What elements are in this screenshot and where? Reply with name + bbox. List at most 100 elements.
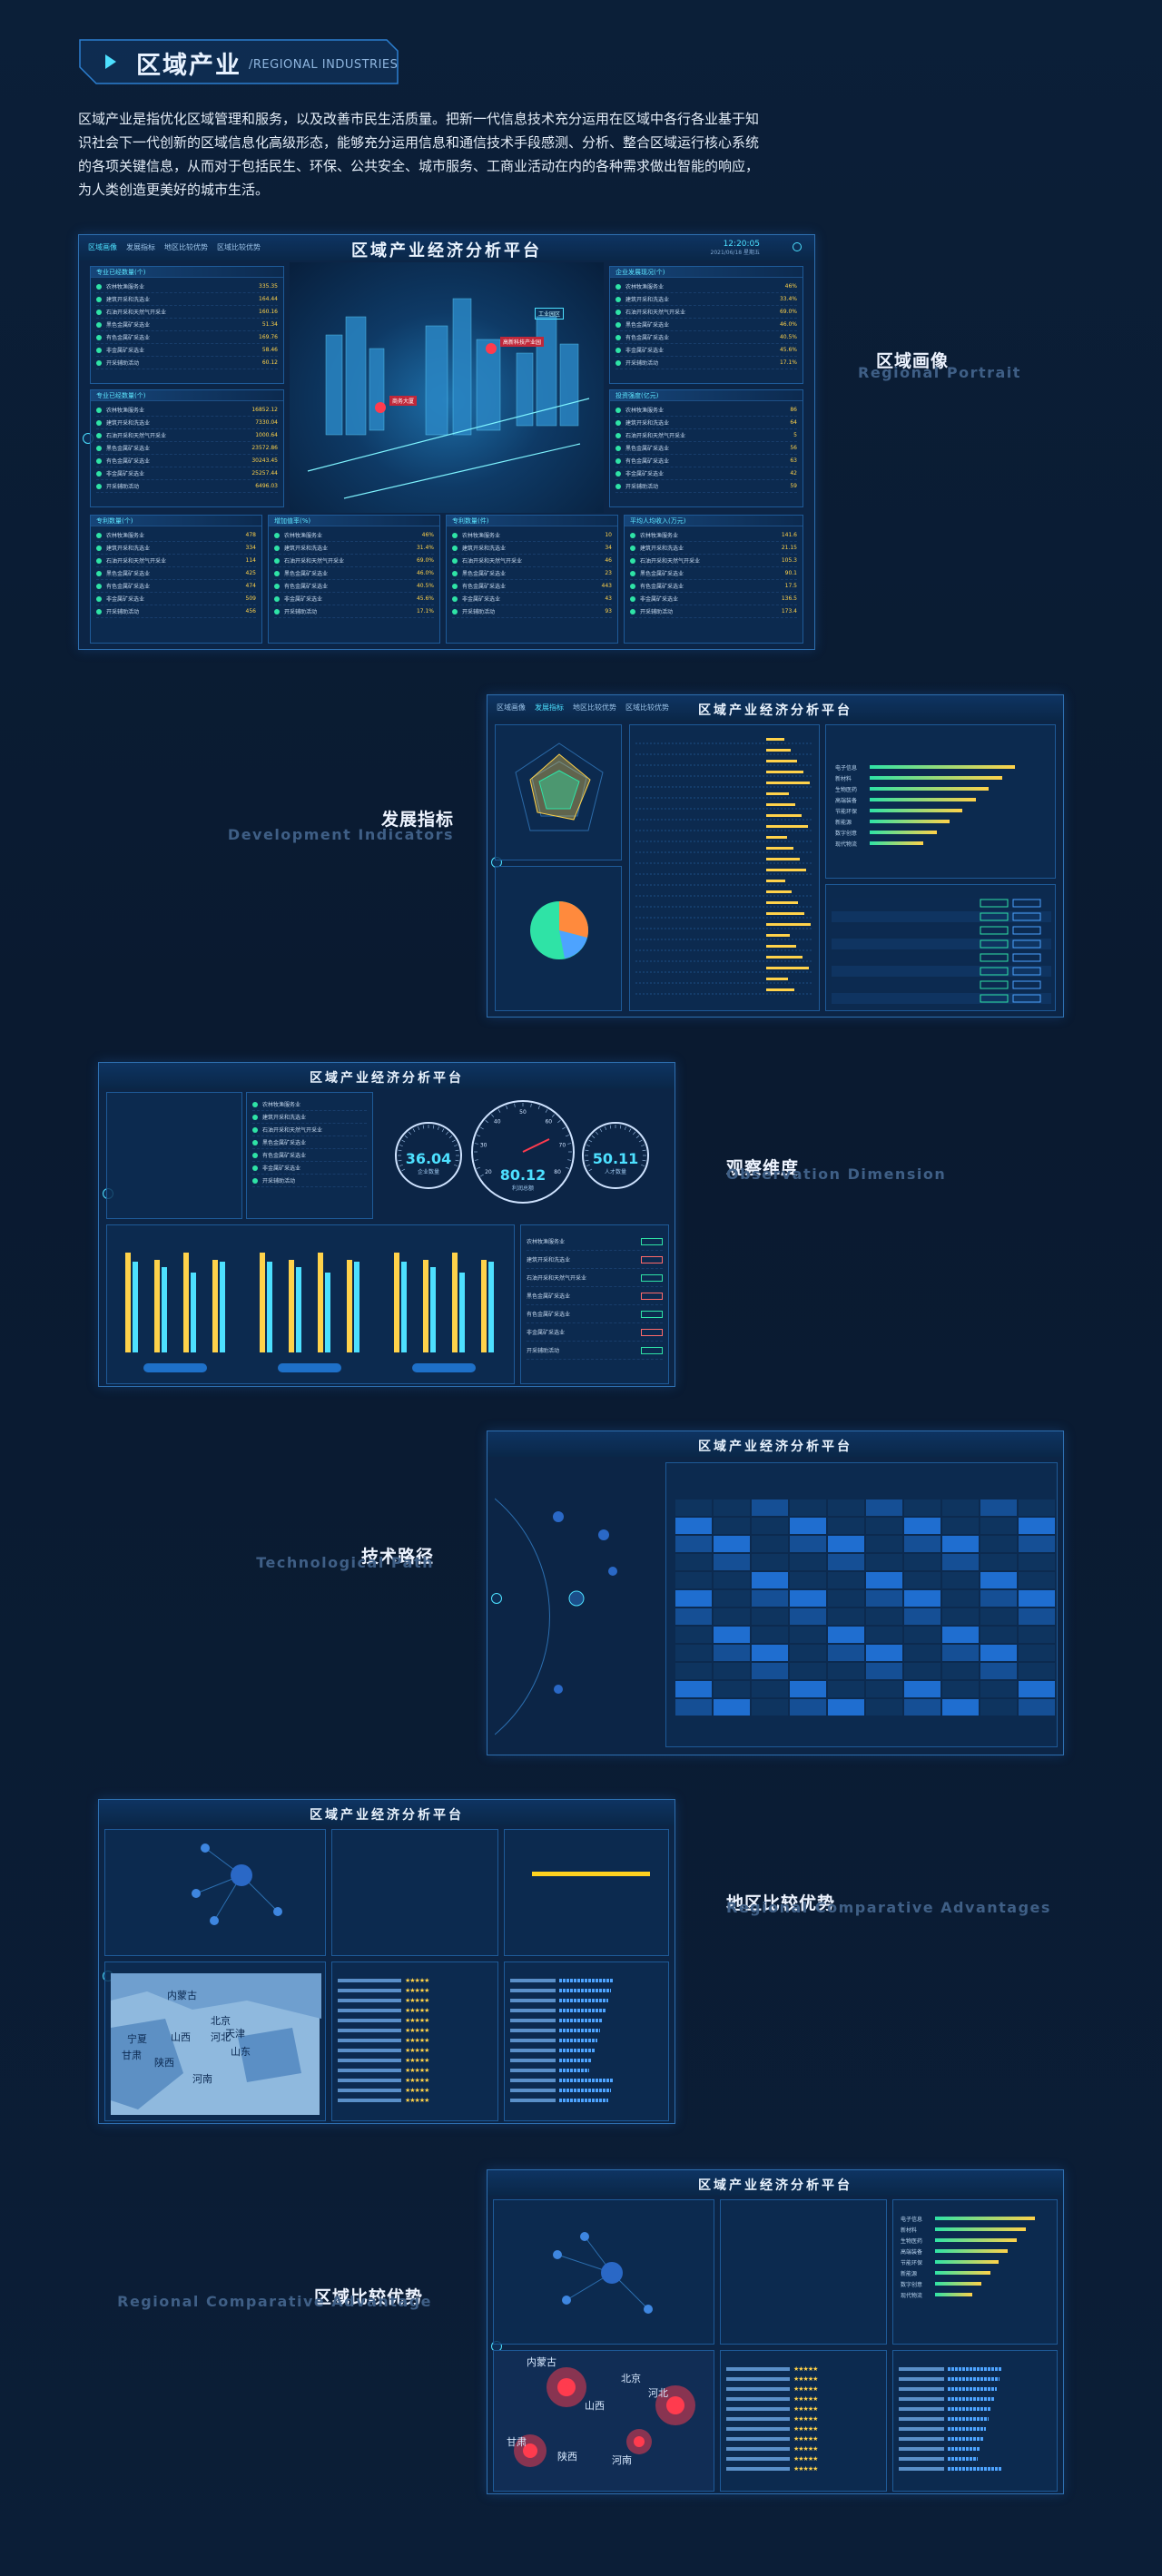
province-label[interactable]: 河南 [612, 2454, 632, 2466]
rank-row[interactable]: 高端装备 [835, 794, 1044, 805]
progress-row[interactable] [510, 1975, 663, 1985]
left-arrow-icon[interactable] [491, 1593, 502, 1604]
province-label[interactable]: 山东 [231, 2046, 251, 2058]
enterprise-row[interactable]: ★★★★★ [726, 2453, 881, 2463]
list-item[interactable]: 非金属矿采选业 43 [452, 593, 612, 605]
status-row[interactable]: 开采辅助活动 [527, 1342, 663, 1360]
province-label[interactable]: 北京 [211, 2015, 231, 2027]
enterprise-row[interactable]: ★★★★★ [726, 2443, 881, 2453]
list-item[interactable]: 黑色金属矿采选业 46.0% [274, 567, 434, 580]
progress-row[interactable] [510, 2085, 663, 2095]
rank-row[interactable]: 数字创意 [901, 2278, 1051, 2289]
province-label[interactable]: 甘肃 [507, 2436, 527, 2448]
list-item[interactable]: 非金属矿采选业 45.6% [615, 344, 797, 357]
list-item[interactable]: 石油开采和天然气开采业 69.0% [274, 555, 434, 567]
status-row[interactable]: 农林牧渔服务业 [527, 1233, 663, 1251]
list-item[interactable]: 石油开采和天然气开采业 160.16 [96, 306, 278, 319]
province-label[interactable]: 山西 [585, 2400, 605, 2412]
progress-row[interactable] [899, 2424, 1051, 2433]
rank-row[interactable]: 电子信息 [901, 2213, 1051, 2224]
rank-row[interactable]: 新能源 [835, 816, 1044, 827]
enterprise-row[interactable]: ★★★★★ [338, 2035, 492, 2045]
list-item[interactable]: 黑色金属矿采选业 51.34 [96, 319, 278, 331]
rank-row[interactable]: 新能源 [901, 2267, 1051, 2278]
province-label[interactable]: 北京 [621, 2373, 641, 2384]
list-item[interactable]: 石油开采和天然气开采业 1000.64 [96, 429, 278, 442]
progress-row[interactable] [510, 2005, 663, 2015]
list-item[interactable]: 有色金属矿采选业 63 [615, 455, 797, 467]
enterprise-row[interactable]: ★★★★★ [338, 2055, 492, 2065]
list-item[interactable]: 有色金属矿采选业 169.76 [96, 331, 278, 344]
list-item[interactable]: 有色金属矿采选业 40.5% [274, 580, 434, 593]
list-item[interactable]: 石油开采和天然气开采业 [252, 1124, 367, 1136]
progress-row[interactable] [510, 2035, 663, 2045]
list-item[interactable]: 黑色金属矿采选业 [252, 1136, 367, 1149]
list-item[interactable]: 农林牧渔服务业 335.35 [96, 280, 278, 293]
list-item[interactable]: 非金属矿采选业 58.46 [96, 344, 278, 357]
progress-row[interactable] [899, 2394, 1051, 2404]
enterprise-row[interactable]: ★★★★★ [726, 2374, 881, 2384]
list-item[interactable]: 农林牧渔服务业 141.6 [630, 529, 797, 542]
list-item[interactable]: 农林牧渔服务业 10 [452, 529, 612, 542]
list-item[interactable]: 石油开采和天然气开采业 46 [452, 555, 612, 567]
tab-regional-portrait[interactable]: 区域画像 [497, 703, 526, 712]
enterprise-row[interactable]: ★★★★★ [338, 2095, 492, 2105]
list-item[interactable]: 非金属矿采选业 509 [96, 593, 256, 605]
province-label[interactable]: 山西 [171, 2031, 191, 2043]
progress-row[interactable] [510, 2015, 663, 2025]
list-item[interactable]: 黑色金属矿采选业 90.1 [630, 567, 797, 580]
enterprise-row[interactable]: ★★★★★ [338, 2015, 492, 2025]
list-item[interactable]: 农林牧渔服务业 46% [615, 280, 797, 293]
list-item[interactable]: 开采辅助活动 17.1% [615, 357, 797, 369]
heat-map[interactable] [494, 2351, 715, 2492]
tab-regional-advantage[interactable]: 区域比较优势 [217, 243, 261, 251]
province-label[interactable]: 河北 [648, 2387, 668, 2399]
list-item[interactable]: 农林牧渔服务业 [252, 1098, 367, 1111]
rank-row[interactable]: 生物医药 [835, 783, 1044, 794]
status-row[interactable]: 非金属矿采选业 [527, 1323, 663, 1342]
progress-row[interactable] [510, 2055, 663, 2065]
progress-row[interactable] [899, 2453, 1051, 2463]
tab-development[interactable]: 发展指标 [126, 243, 155, 251]
list-item[interactable]: 建筑开采和洗选业 21.15 [630, 542, 797, 555]
list-item[interactable]: 农林牧渔服务业 16852.12 [96, 404, 278, 417]
list-item[interactable]: 建筑开采和洗选业 334 [96, 542, 256, 555]
rank-row[interactable]: 高端装备 [901, 2246, 1051, 2256]
tab-development[interactable]: 发展指标 [535, 703, 564, 712]
user-avatar-icon[interactable] [793, 242, 802, 251]
list-item[interactable]: 开采辅助活动 456 [96, 605, 256, 618]
tab-regional-advantage[interactable]: 区域比较优势 [625, 703, 669, 712]
list-item[interactable]: 开采辅助活动 [252, 1175, 367, 1187]
list-item[interactable]: 有色金属矿采选业 17.5 [630, 580, 797, 593]
map-tag[interactable]: 商务大厦 [389, 396, 418, 406]
enterprise-row[interactable]: ★★★★★ [338, 2085, 492, 2095]
progress-row[interactable] [510, 1995, 663, 2005]
map-tag[interactable]: 高新科技产业园 [500, 337, 545, 347]
progress-row[interactable] [510, 2045, 663, 2055]
list-item[interactable]: 黑色金属矿采选业 46.0% [615, 319, 797, 331]
status-row[interactable]: 有色金属矿采选业 [527, 1305, 663, 1323]
list-item[interactable]: 开采辅助活动 59 [615, 480, 797, 493]
list-item[interactable]: 农林牧渔服务业 478 [96, 529, 256, 542]
enterprise-row[interactable]: ★★★★★ [726, 2404, 881, 2414]
list-item[interactable]: 有色金属矿采选业 474 [96, 580, 256, 593]
enterprise-row[interactable]: ★★★★★ [726, 2433, 881, 2443]
list-item[interactable]: 开采辅助活动 173.4 [630, 605, 797, 618]
enterprise-row[interactable]: ★★★★★ [726, 2463, 881, 2473]
enterprise-row[interactable]: ★★★★★ [338, 1995, 492, 2005]
list-item[interactable]: 有色金属矿采选业 443 [452, 580, 612, 593]
progress-row[interactable] [510, 2065, 663, 2075]
tab-area-advantage[interactable]: 地区比较优势 [164, 243, 208, 251]
status-row[interactable]: 建筑开采和洗选业 [527, 1251, 663, 1269]
province-label[interactable]: 天津 [225, 2028, 245, 2040]
list-item[interactable]: 建筑开采和洗选业 34 [452, 542, 612, 555]
rank-row[interactable]: 数字创意 [835, 827, 1044, 838]
progress-row[interactable] [899, 2364, 1051, 2374]
list-item[interactable]: 建筑开采和洗选业 64 [615, 417, 797, 429]
enterprise-row[interactable]: ★★★★★ [726, 2384, 881, 2394]
province-label[interactable]: 内蒙古 [167, 1990, 197, 2001]
rank-row[interactable]: 现代物流 [901, 2289, 1051, 2300]
list-item[interactable]: 开采辅助活动 17.1% [274, 605, 434, 618]
list-item[interactable]: 石油开采和天然气开采业 114 [96, 555, 256, 567]
enterprise-row[interactable]: ★★★★★ [338, 2025, 492, 2035]
